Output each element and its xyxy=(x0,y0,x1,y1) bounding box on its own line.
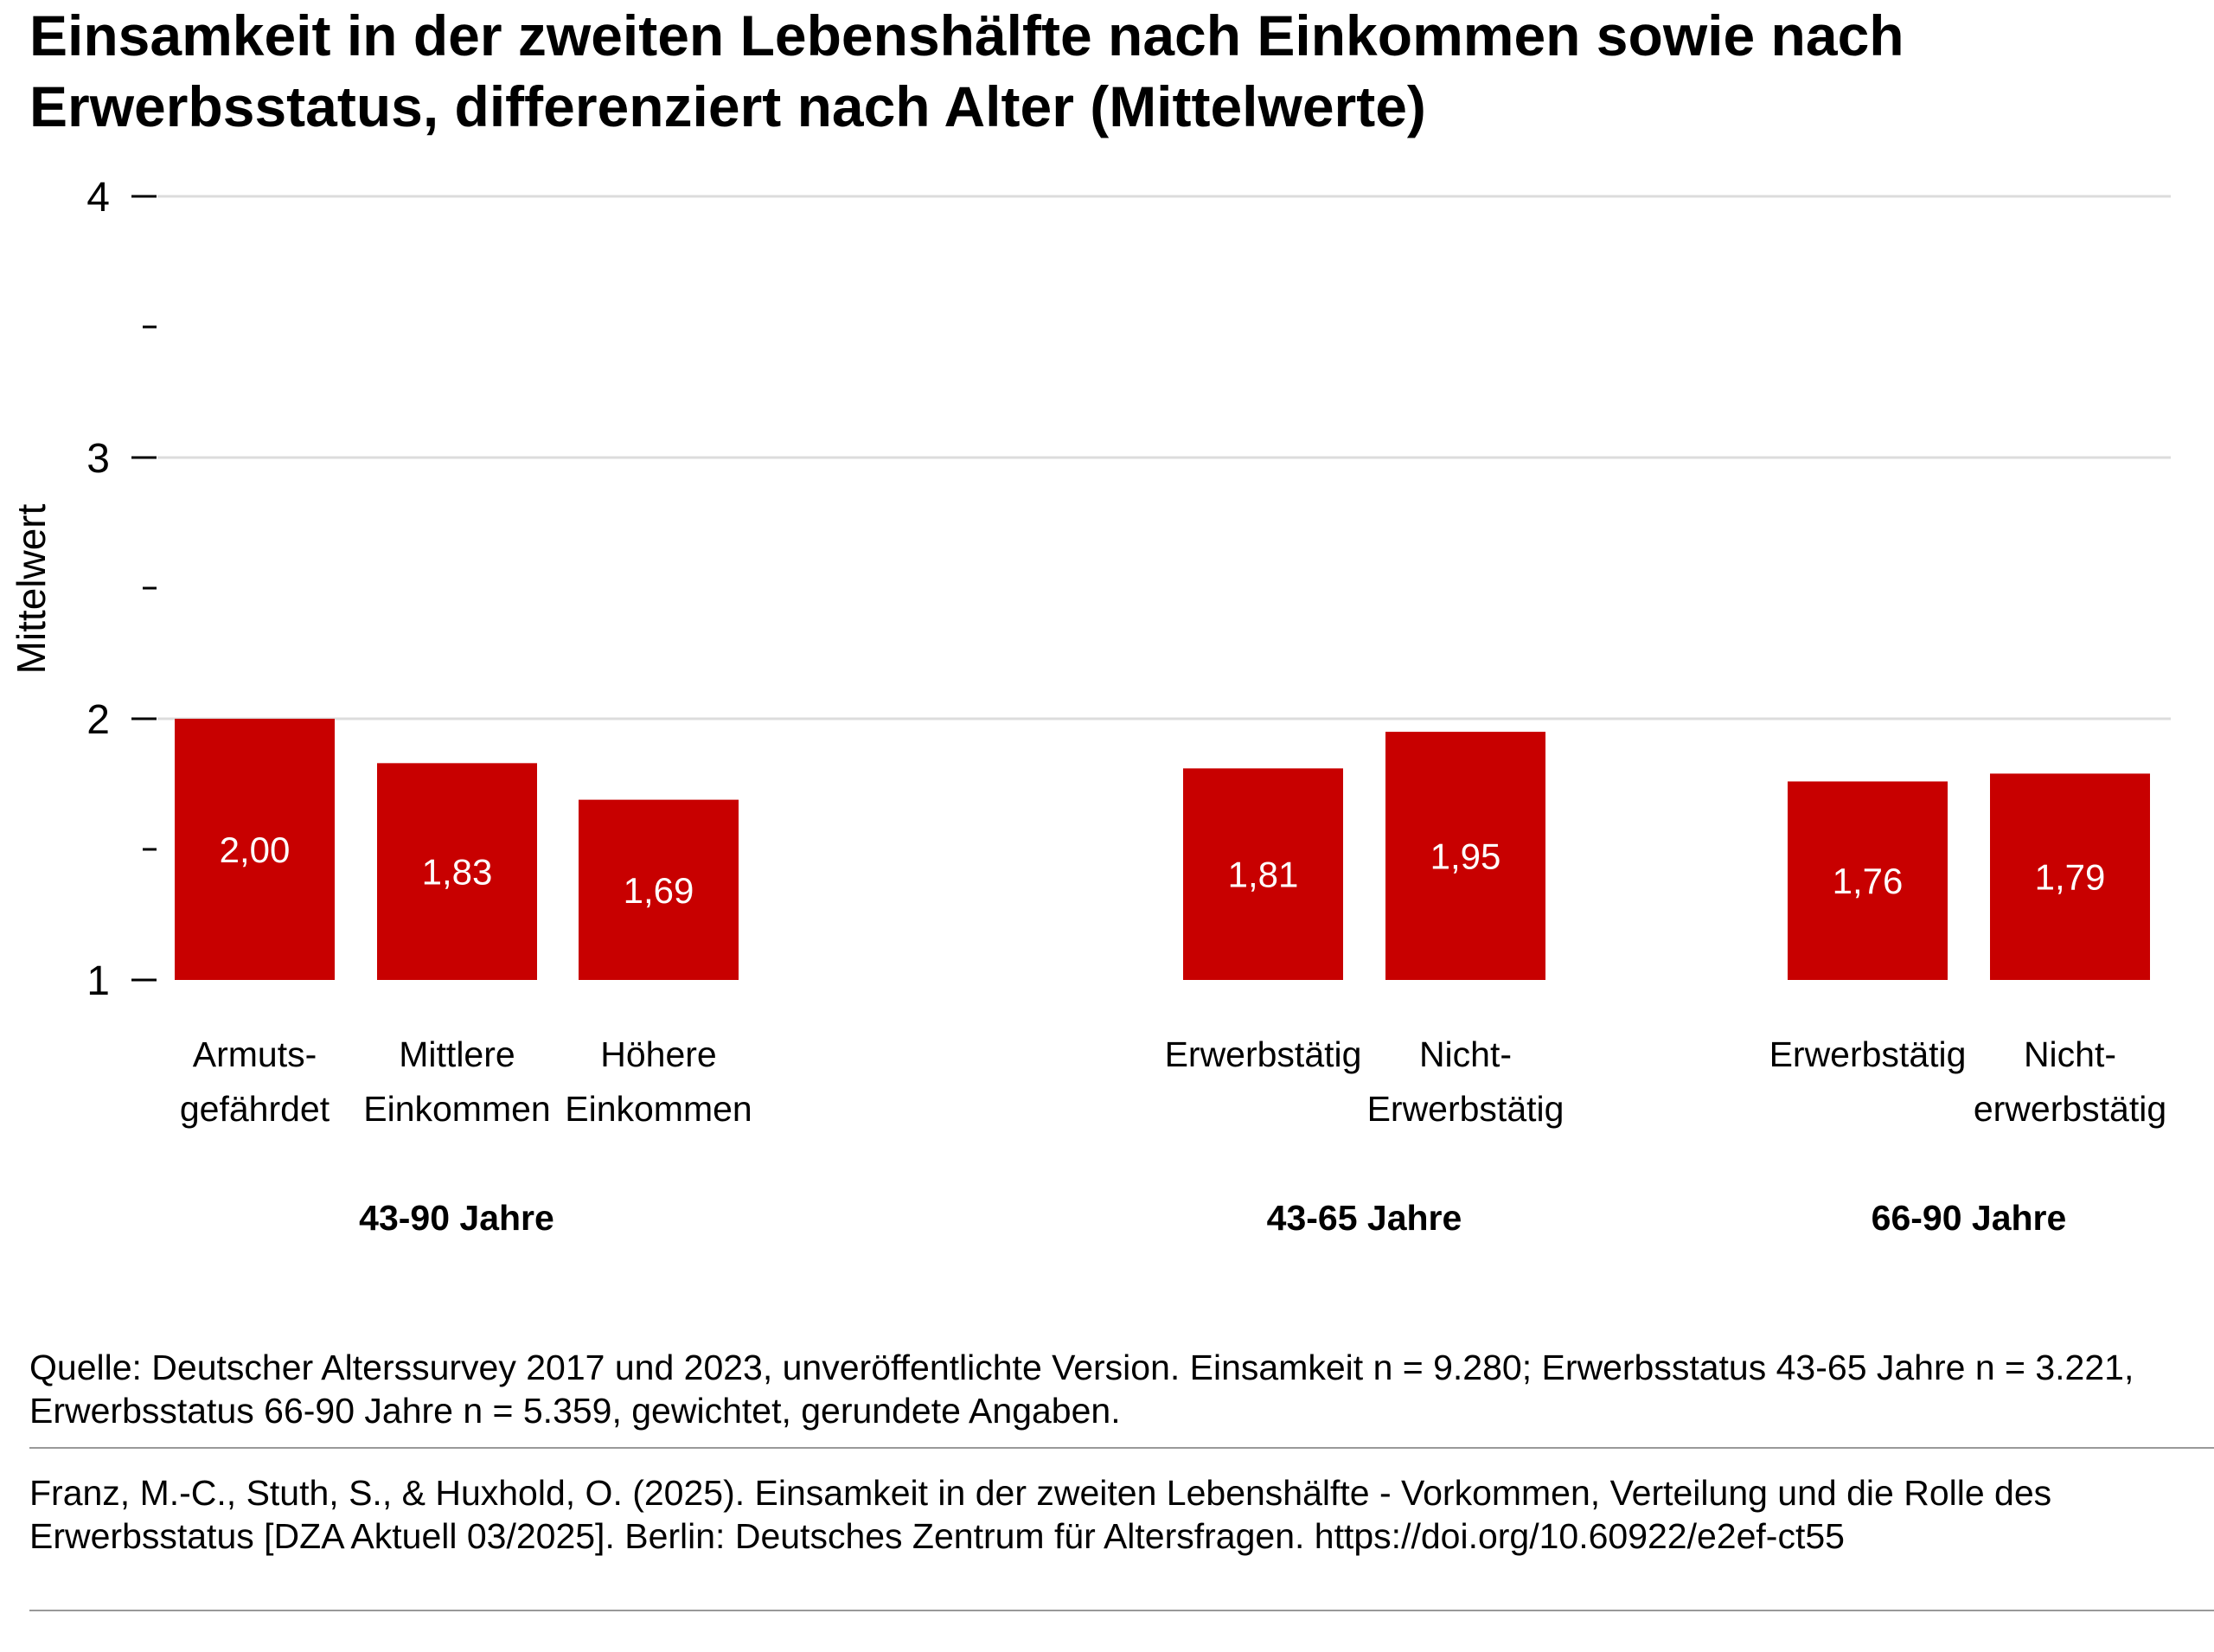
data-label: 1,95 xyxy=(1430,836,1501,877)
y-tick-label: 1 xyxy=(86,958,110,1004)
bar xyxy=(1385,732,1545,980)
category-label: Mittlere xyxy=(399,1034,515,1074)
category-label: Einkommen xyxy=(565,1089,752,1129)
bar-chart: 1 2 3 4 Mittelwert 2,00 Armuts-gefährdet 1,83 Mi… xyxy=(9,175,2171,1238)
category-label: Armuts- xyxy=(193,1034,317,1074)
bar xyxy=(1788,781,1948,980)
category-label: Einkommen xyxy=(363,1089,550,1129)
data-label: 1,81 xyxy=(1228,855,1299,895)
data-label: 1,69 xyxy=(624,870,694,911)
bar xyxy=(579,799,739,980)
bar xyxy=(175,719,335,980)
y-tick-label: 4 xyxy=(86,175,110,221)
group-label: 43-65 Jahre xyxy=(1267,1198,1462,1238)
category-label: Höhere xyxy=(600,1034,716,1074)
category-label: Erwerbstätig xyxy=(1367,1089,1565,1129)
data-label: 2,00 xyxy=(220,829,291,870)
category-label: erwerbstätig xyxy=(1974,1089,2166,1129)
data-label: 1,76 xyxy=(1833,861,1904,901)
category-label: Erwerbstätig xyxy=(1769,1034,1967,1074)
y-tick-label: 2 xyxy=(86,697,110,743)
category-label: Nicht- xyxy=(2024,1034,2116,1074)
category-label: Nicht- xyxy=(1419,1034,1512,1074)
source-note: Quelle: Deutscher Alterssurvey 2017 und … xyxy=(29,1348,2134,1431)
citation: Franz, M.-C., Stuth, S., & Huxhold, O. (… xyxy=(29,1473,2052,1556)
category-label: gefährdet xyxy=(180,1089,330,1129)
y-axis-label: Mittelwert xyxy=(9,503,54,674)
bar xyxy=(1183,768,1343,980)
group-label: 43-90 Jahre xyxy=(359,1198,554,1238)
bar xyxy=(1990,773,2150,980)
data-label: 1,79 xyxy=(2035,857,2106,898)
divider xyxy=(29,1610,2214,1611)
divider xyxy=(29,1447,2214,1449)
chart-title: Einsamkeit in der zweiten Lebenshälfte n… xyxy=(29,3,1904,138)
category-label: Erwerbstätig xyxy=(1165,1034,1362,1074)
y-tick-label: 3 xyxy=(86,436,110,482)
data-label: 1,83 xyxy=(422,852,493,893)
bar xyxy=(377,763,537,980)
group-label: 66-90 Jahre xyxy=(1872,1198,2067,1238)
